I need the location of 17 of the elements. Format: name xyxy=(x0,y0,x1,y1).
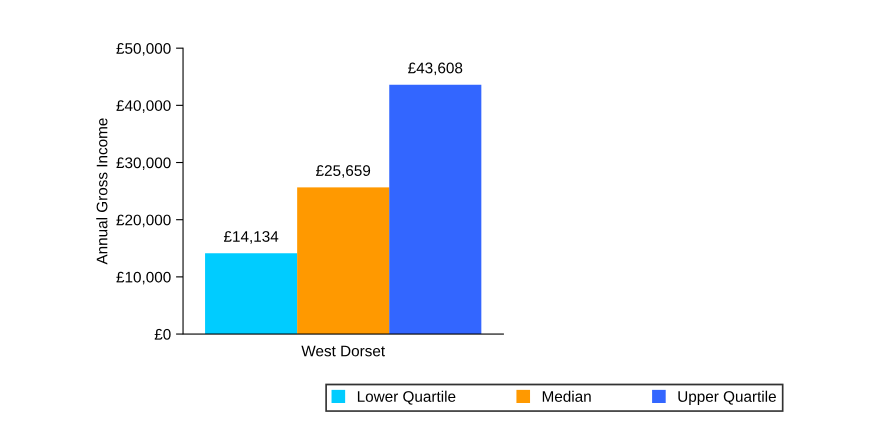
bar xyxy=(297,187,390,334)
y-axis-title: Annual Gross Income xyxy=(96,118,108,265)
bar xyxy=(389,84,482,334)
y-tick-label: £40,000 xyxy=(116,100,171,113)
y-tick-label: £0 xyxy=(154,328,171,340)
legend-label: Upper Quartile xyxy=(678,390,776,405)
y-tick-label: £10,000 xyxy=(116,272,171,284)
text: £25,659 xyxy=(316,165,370,178)
x-tick-label: West Dorset xyxy=(301,346,385,356)
y-tick-label: £30,000 xyxy=(116,157,171,170)
text: £14,134 xyxy=(224,231,278,244)
legend-label: Lower Quartile xyxy=(358,390,456,405)
y-tick-label: £20,000 xyxy=(116,214,171,228)
legend-label: Median xyxy=(542,390,591,402)
bar xyxy=(205,253,298,334)
text: £43,608 xyxy=(408,62,462,76)
y-tick-label: £50,000 xyxy=(116,43,171,56)
